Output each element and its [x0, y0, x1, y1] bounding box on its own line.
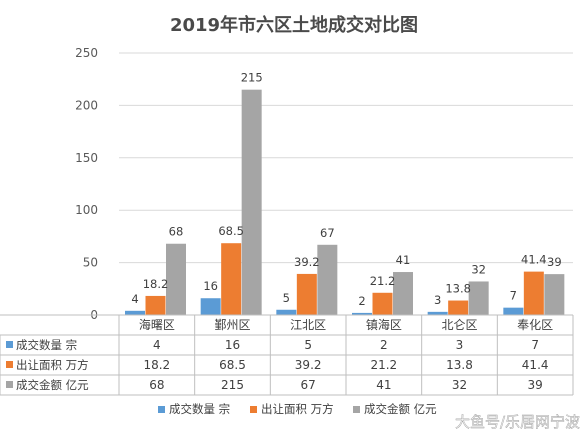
data-label: 39	[547, 255, 562, 269]
bar	[468, 281, 489, 315]
table-cell: 68.5	[219, 358, 246, 372]
row-header: 出让面积 万方	[16, 358, 89, 372]
data-label: 4	[131, 292, 138, 306]
data-label: 32	[471, 262, 486, 276]
data-label: 5	[283, 291, 290, 305]
x-tick-label: 镇海区	[366, 317, 402, 332]
x-tick-label: 鄞州区	[214, 318, 250, 332]
bar	[276, 309, 297, 315]
y-tick-label: 100	[75, 203, 98, 217]
bar	[125, 310, 145, 315]
table-cell: 21.2	[370, 358, 397, 372]
table-cell: 215	[221, 378, 244, 392]
data-label: 16	[203, 279, 218, 293]
watermark: 大鱼号/乐居网宁波	[455, 413, 580, 431]
row-header: 成交金额 亿元	[16, 378, 89, 392]
data-label: 41	[396, 253, 411, 267]
table-cell: 3	[456, 338, 464, 352]
table-cell: 39	[528, 378, 543, 392]
bar	[427, 311, 448, 315]
table-cell: 68	[149, 378, 164, 392]
bar	[145, 295, 166, 315]
legend-label: 出让面积 万方	[261, 402, 334, 416]
table-cell: 7	[531, 338, 539, 352]
legend-swatch	[250, 406, 257, 413]
table-cell: 32	[452, 378, 467, 392]
bar	[166, 243, 186, 315]
data-label: 68	[169, 225, 184, 239]
data-label: 41.4	[521, 253, 547, 267]
data-label: 39.2	[294, 255, 320, 269]
legend: 成交数量 宗 出让面积 万方 成交金额 亿元	[158, 402, 437, 416]
data-label: 3	[434, 293, 441, 307]
bar	[352, 312, 372, 315]
data-label: 2	[358, 294, 365, 308]
data-labels: 4 18.2 68 16 68.5 215 5 39.2 67 2 21.241 3 13.832 7 41…	[131, 71, 561, 308]
table-cell: 4	[153, 338, 161, 352]
table-cell: 5	[304, 338, 312, 352]
y-tick-label: 150	[75, 151, 98, 165]
data-label: 13.8	[445, 282, 471, 296]
row-legend-key	[6, 381, 13, 388]
bar	[523, 271, 544, 315]
data-table: 海曙区 4 18.2 68 鄞州区 16 68.5 215 江北区 5 39.2 67 镇海区 2 21.2…	[0, 314, 574, 396]
gridlines	[119, 52, 573, 264]
x-tick-label: 奉化区	[517, 318, 553, 332]
x-tick-label: 江北区	[290, 318, 326, 332]
row-legend-key	[6, 361, 13, 368]
x-tick-label: 北仑区	[441, 318, 477, 332]
bar	[317, 244, 338, 315]
data-label: 67	[320, 226, 335, 240]
y-tick-label: 50	[83, 256, 98, 270]
bar	[372, 292, 393, 315]
data-label: 18.2	[143, 277, 169, 291]
legend-label: 成交金额 亿元	[364, 402, 437, 416]
x-tick-label: 海曙区	[139, 317, 175, 332]
data-label: 7	[510, 289, 517, 303]
bar	[503, 307, 524, 315]
bar	[296, 273, 317, 315]
row-legend-key	[6, 341, 13, 348]
table-cell: 41	[376, 378, 391, 392]
data-label: 21.2	[370, 274, 396, 288]
table-cell: 39.2	[295, 358, 322, 372]
legend-swatch	[158, 406, 165, 413]
table-cell: 18.2	[143, 358, 170, 372]
data-label: 215	[241, 71, 263, 85]
bar	[200, 298, 221, 315]
bars	[125, 89, 565, 316]
chart-title: 2019年市六区土地成交对比图	[170, 14, 418, 36]
bar	[241, 89, 262, 316]
bar	[544, 274, 565, 315]
y-tick-label: 250	[75, 46, 98, 60]
data-label: 68.5	[218, 224, 244, 238]
table-cell: 2	[380, 338, 388, 352]
table-cell: 13.8	[446, 358, 473, 372]
table-cell: 16	[225, 338, 240, 352]
legend-swatch	[353, 406, 360, 413]
table-cell: 41.4	[522, 358, 549, 372]
table-cell: 67	[301, 378, 316, 392]
bar	[221, 243, 242, 315]
bar	[393, 272, 413, 315]
y-tick-label: 200	[75, 98, 98, 112]
bar	[448, 300, 469, 315]
legend-label: 成交数量 宗	[169, 402, 230, 416]
row-header: 成交数量 宗	[16, 338, 77, 352]
